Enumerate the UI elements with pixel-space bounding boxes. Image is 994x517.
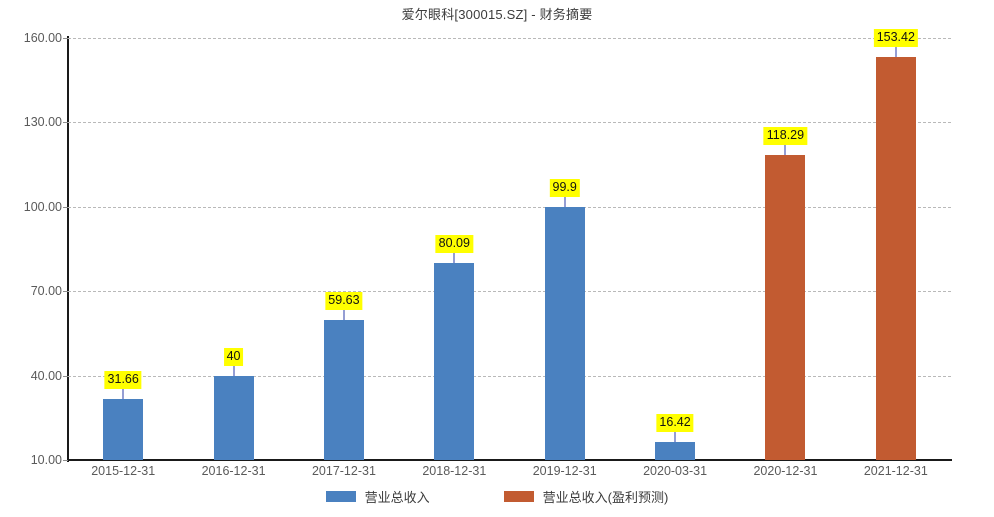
x-axis-line <box>67 459 952 461</box>
data-label-stem <box>233 364 235 376</box>
data-label-group: 118.29 <box>763 127 808 156</box>
data-label-stem <box>343 309 345 321</box>
data-label-value: 99.9 <box>549 179 580 198</box>
data-label-value: 59.63 <box>325 292 363 311</box>
y-axis-tick-label: 160.00 <box>23 31 62 45</box>
data-label-stem <box>122 388 124 400</box>
data-label-group: 59.63 <box>324 292 364 321</box>
x-axis-tick-label: 2020-12-31 <box>753 464 818 478</box>
x-axis-tick-label: 2020-03-31 <box>643 464 708 478</box>
gridline <box>68 375 951 377</box>
y-axis-tick-label: 10.00 <box>30 453 62 467</box>
x-axis-tick-label: 2015-12-31 <box>91 464 156 478</box>
y-axis-tick-mark <box>63 291 68 293</box>
y-axis-tick-mark <box>63 122 68 124</box>
legend-item-forecast[interactable]: 营业总收入(盈利预测) <box>503 487 669 506</box>
data-label-stem <box>674 430 676 442</box>
legend-label: 营业总收入 <box>364 490 430 505</box>
y-axis-line <box>67 36 69 462</box>
data-label-group: 16.42 <box>655 413 695 442</box>
data-label-stem <box>895 45 897 57</box>
chart-legend: 营业总收入 营业总收入(盈利预测) <box>0 487 994 506</box>
bar-2020-03-31[interactable] <box>655 441 696 460</box>
y-axis-tick-label: 40.00 <box>30 368 62 383</box>
gridline <box>68 38 951 39</box>
data-label-value: 31.66 <box>104 371 142 390</box>
y-axis-tick-mark <box>63 375 68 377</box>
data-label-stem <box>784 144 786 156</box>
y-axis-labels: 10.00 40.00 70.00 100.00 130.00 160.00 <box>0 31 62 467</box>
legend-swatch-icon <box>325 491 356 502</box>
bar-2020-12-31[interactable] <box>765 155 806 460</box>
data-label-value: 118.29 <box>763 127 808 146</box>
data-label-group: 40 <box>214 347 254 376</box>
bar-2015-12-31[interactable] <box>103 399 144 460</box>
y-axis-tick-label: 100.00 <box>23 199 62 214</box>
bar-2016-12-31[interactable] <box>213 375 254 460</box>
y-axis-tick-mark <box>63 460 68 461</box>
gridline <box>68 291 951 293</box>
y-axis-tick-label: 130.00 <box>23 115 62 130</box>
data-label-group: 153.42 <box>873 28 918 57</box>
x-axis-tick-label: 2018-12-31 <box>422 464 487 478</box>
data-label-group: 99.9 <box>545 179 585 208</box>
legend-swatch-icon <box>503 491 534 502</box>
y-axis-tick-mark <box>63 38 68 39</box>
bar-2019-12-31[interactable] <box>544 207 585 460</box>
data-label-group: 80.09 <box>434 234 474 263</box>
data-label-value: 80.09 <box>435 234 473 253</box>
chart-title: 爱尔眼科[300015.SZ] - 财务摘要 <box>401 7 593 22</box>
y-axis-tick-mark <box>63 206 68 208</box>
bar-2018-12-31[interactable] <box>434 262 475 460</box>
gridline <box>68 206 951 208</box>
plot-area: 31.66 40 59.63 80.09 99.9 16.42 118.29 153.42 <box>63 28 951 461</box>
data-label-group: 31.66 <box>103 371 143 400</box>
data-label-value: 16.42 <box>656 413 694 432</box>
legend-item-actual[interactable]: 营业总收入 <box>325 487 430 506</box>
bar-2021-12-31[interactable] <box>875 56 916 460</box>
data-label-value: 153.42 <box>873 28 918 47</box>
data-label-stem <box>453 251 455 263</box>
y-axis-tick-label: 70.00 <box>30 284 62 299</box>
data-label-value: 40 <box>223 347 244 366</box>
x-axis-tick-label: 2016-12-31 <box>201 464 266 478</box>
x-axis-tick-label: 2017-12-31 <box>311 464 376 478</box>
bar-2017-12-31[interactable] <box>323 320 364 460</box>
x-axis-tick-label: 2019-12-31 <box>532 464 597 478</box>
gridline <box>68 122 951 124</box>
legend-label: 营业总收入(盈利预测) <box>542 490 669 505</box>
x-axis-tick-label: 2021-12-31 <box>863 464 928 478</box>
data-label-stem <box>564 196 566 208</box>
